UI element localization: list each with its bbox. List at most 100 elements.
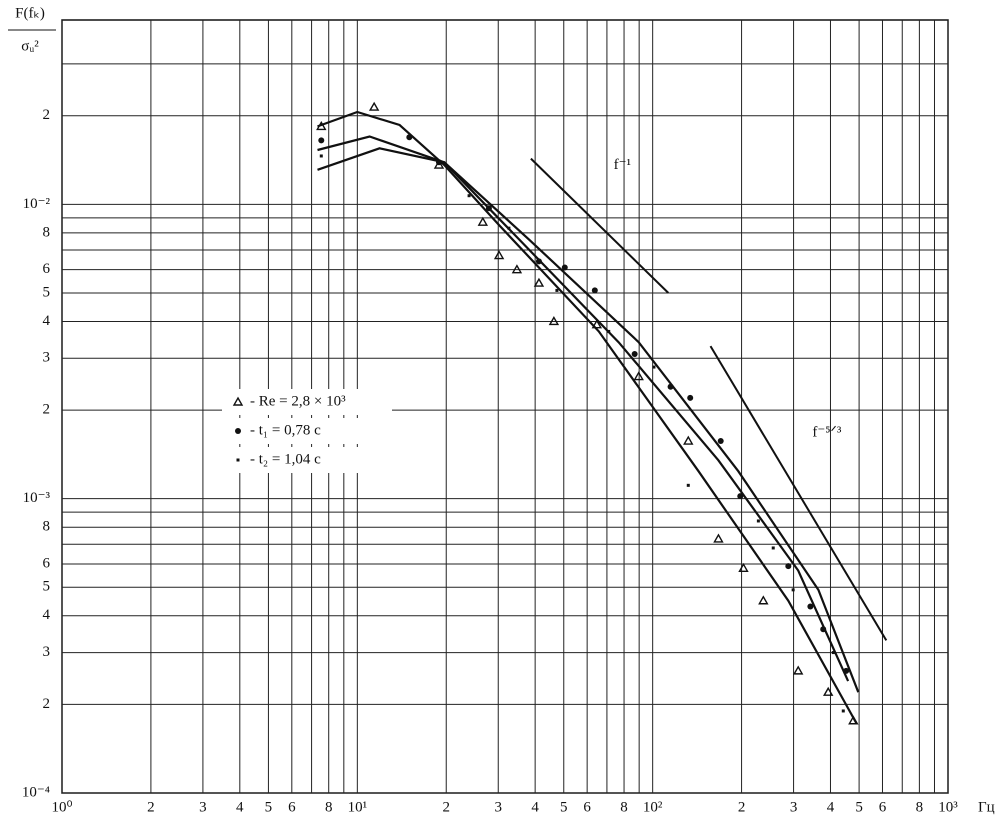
square-marker <box>841 709 845 713</box>
x-tick-label: 5 <box>265 799 273 815</box>
dot-marker <box>843 667 850 674</box>
dot-marker <box>535 258 542 265</box>
fit-line <box>317 135 850 682</box>
dot-marker <box>406 134 413 141</box>
triangle-marker <box>758 595 769 605</box>
x-tick-label: 4 <box>531 799 539 815</box>
y-label-top: F(fₖ) <box>15 5 45 21</box>
dot-marker <box>687 394 694 401</box>
triangle-marker <box>433 159 445 169</box>
triangle-marker <box>368 101 380 111</box>
square-marker <box>607 329 611 333</box>
y-tick-label: 6 <box>43 261 51 277</box>
x-tick-label: 4 <box>236 799 244 815</box>
square-marker <box>652 365 656 369</box>
y-tick-label: 3 <box>43 644 51 660</box>
x-tick-label: 5 <box>560 799 568 815</box>
legend-background <box>222 418 392 444</box>
triangle-marker <box>738 562 749 573</box>
x-tick-label: 2 <box>147 799 155 815</box>
square-marker <box>507 226 511 230</box>
square-marker <box>319 154 323 158</box>
x-tick-label: 8 <box>325 799 333 815</box>
triangle-marker <box>493 250 505 260</box>
square-marker <box>467 194 471 198</box>
triangle-marker <box>511 264 523 274</box>
dot-marker <box>807 603 814 610</box>
x-tick-label: 2 <box>738 799 746 815</box>
x-tick-label: 8 <box>620 799 628 815</box>
legend-label: - t₁ = 0,78 с <box>250 422 321 438</box>
triangle-marker <box>792 665 804 675</box>
square-marker <box>831 651 835 655</box>
x-tick-label: 10¹ <box>348 799 368 815</box>
triangle-marker <box>823 686 834 696</box>
x-tick-label: 6 <box>879 799 887 815</box>
square-marker <box>791 588 795 592</box>
legend-label: - Re = 2,8 × 10³ <box>250 393 346 409</box>
y-tick-label: 10⁻⁴ <box>22 784 50 800</box>
dot-marker <box>737 493 744 500</box>
x-tick-label: 8 <box>916 799 924 815</box>
y-tick-label: 4 <box>43 607 51 623</box>
x-tick-label: 4 <box>827 799 835 815</box>
y-tick-label: 5 <box>43 284 51 300</box>
y-tick-label: 10⁻² <box>23 196 51 212</box>
x-tick-label: 2 <box>442 799 450 815</box>
square-marker <box>756 519 760 523</box>
x-tick-label: 5 <box>855 799 863 815</box>
x-tick-label: 10⁰ <box>51 799 72 815</box>
dot-marker <box>820 626 827 633</box>
dot-marker <box>631 351 638 358</box>
triangle-marker <box>477 216 489 226</box>
dot-marker <box>235 428 241 434</box>
dot-marker <box>717 438 724 445</box>
dot-marker <box>485 205 492 212</box>
plot-frame <box>61 19 949 794</box>
reference-line <box>709 345 888 641</box>
triangle-marker <box>633 371 644 381</box>
x-unit: Гц <box>978 799 995 815</box>
x-tick-label: 10³ <box>938 799 958 815</box>
legend-background <box>222 389 392 415</box>
y-tick-label: 2 <box>43 402 51 418</box>
y-tick-label: 10⁻³ <box>23 490 51 506</box>
x-tick-label: 3 <box>199 799 207 815</box>
square-marker <box>236 458 240 462</box>
fit-line <box>317 147 860 693</box>
triangle-marker <box>683 435 694 445</box>
reference-label: f⁻¹ <box>614 157 631 173</box>
legend-background <box>222 447 392 473</box>
triangle-marker <box>316 120 327 131</box>
x-tick-label: 3 <box>494 799 502 815</box>
legend-label: - t₂ = 1,04 с <box>250 451 321 467</box>
reference-label: f⁻⁵ᐟ³ <box>812 425 841 441</box>
triangle-marker <box>713 533 724 543</box>
x-tick-label: 6 <box>583 799 591 815</box>
triangle-marker <box>591 319 603 329</box>
dot-marker <box>667 383 674 390</box>
fit-line <box>317 110 858 724</box>
x-tick-label: 10² <box>643 799 663 815</box>
y-tick-label: 2 <box>43 107 51 123</box>
y-tick-label: 8 <box>43 519 51 535</box>
dot-marker <box>591 287 598 294</box>
y-tick-label: 3 <box>43 350 51 366</box>
triangle-marker <box>548 316 560 326</box>
y-tick-label: 8 <box>43 224 51 240</box>
dot-marker <box>318 137 325 144</box>
square-marker <box>771 546 775 550</box>
square-marker <box>555 288 559 292</box>
triangle-marker <box>848 715 859 725</box>
dot-marker <box>435 159 442 166</box>
triangle-marker <box>533 277 545 287</box>
dot-marker <box>561 264 568 271</box>
x-tick-label: 6 <box>288 799 296 815</box>
y-tick-label: 4 <box>43 313 51 329</box>
dot-marker <box>785 563 792 570</box>
y-tick-label: 2 <box>43 696 51 712</box>
y-label-bottom: σᵤ² <box>21 38 39 54</box>
triangle-marker <box>232 396 244 406</box>
